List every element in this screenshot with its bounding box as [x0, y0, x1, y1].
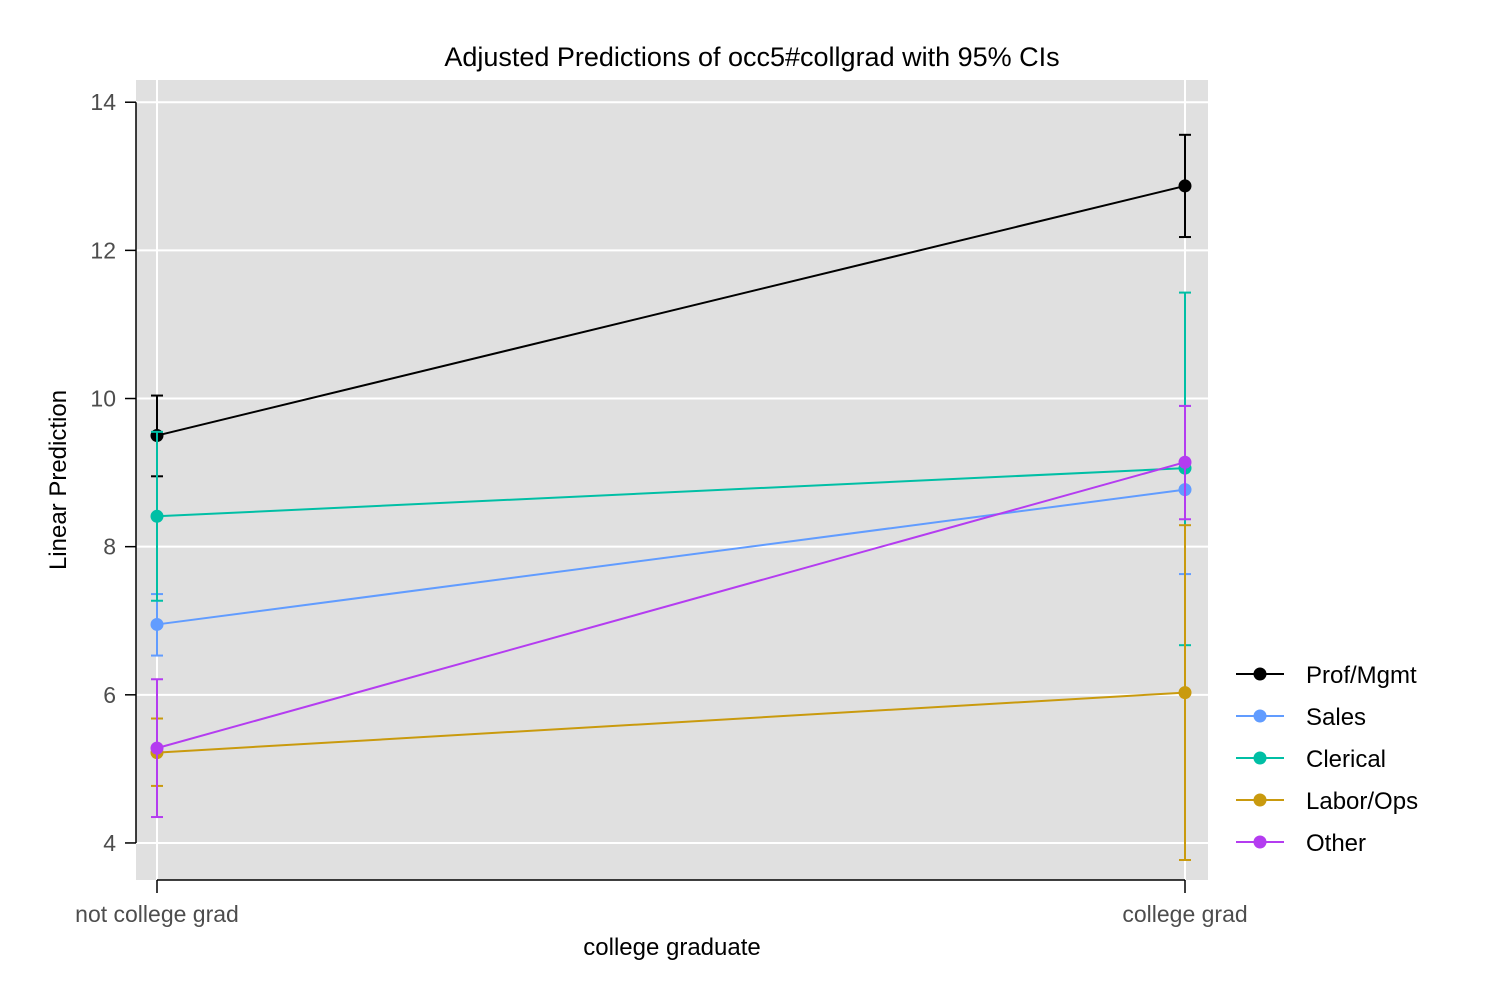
x-axis-title: college graduate [583, 934, 760, 961]
legend-swatch-marker [1253, 667, 1267, 681]
legend-item: Labor/Ops [1236, 788, 1418, 815]
legend-label: Clerical [1306, 746, 1386, 773]
y-tick-label: 6 [103, 682, 116, 708]
chart-title: Adjusted Predictions of occ5#collgrad wi… [444, 42, 1059, 72]
series-line [156, 691, 1186, 754]
data-point [1178, 455, 1192, 469]
y-tick-label: 10 [90, 386, 116, 412]
series-layer [150, 133, 1192, 861]
plot-background [136, 80, 1208, 880]
legend-item: Other [1236, 830, 1366, 857]
legend-label: Prof/Mgmt [1306, 662, 1417, 689]
legend-label: Labor/Ops [1306, 788, 1418, 815]
legend-item: Clerical [1236, 746, 1386, 773]
series-line [156, 467, 1186, 518]
data-point [150, 617, 164, 631]
legend-swatch-marker [1253, 751, 1267, 765]
x-tick-label: not college grad [75, 901, 239, 927]
legend-item: Prof/Mgmt [1236, 662, 1417, 689]
data-point [1178, 686, 1192, 700]
data-point [150, 741, 164, 755]
series-other [150, 404, 1192, 819]
legend-label: Other [1306, 830, 1366, 857]
axes: 4 6 8 10 12 14 not college grad college grad [75, 89, 1248, 927]
series-line [156, 184, 1186, 437]
data-point [150, 509, 164, 523]
series-line [156, 461, 1186, 750]
x-tick-label: college grad [1122, 901, 1247, 927]
data-point [1178, 179, 1192, 193]
y-tick-label: 8 [103, 534, 116, 560]
gridlines [136, 80, 1208, 880]
legend-swatch-marker [1253, 835, 1267, 849]
y-tick-label: 4 [103, 830, 116, 856]
legend-item: Sales [1236, 704, 1366, 731]
legend-swatch-marker [1253, 709, 1267, 723]
legend: Prof/Mgmt Sales Clerical Labor/Ops Other [1236, 662, 1418, 857]
legend-label: Sales [1306, 704, 1366, 731]
y-axis-title: Linear Prediction [45, 390, 72, 570]
legend-swatch-marker [1253, 793, 1267, 807]
y-tick-label: 12 [90, 237, 116, 263]
y-tick-label: 14 [90, 89, 116, 115]
series-line [156, 488, 1186, 626]
